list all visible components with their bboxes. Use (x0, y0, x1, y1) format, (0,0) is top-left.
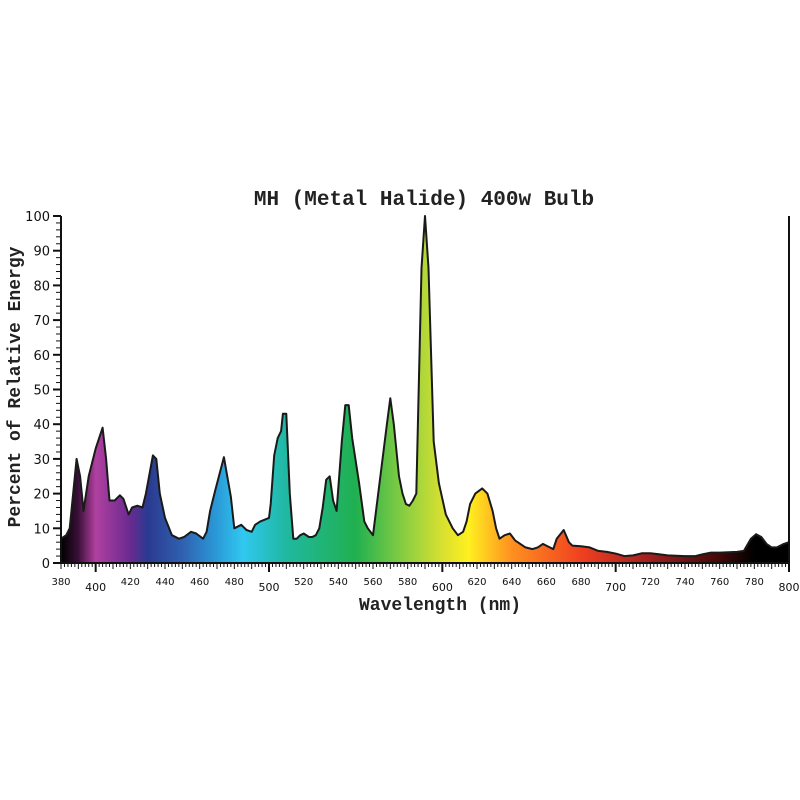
y-tick-label: 0 (42, 557, 50, 572)
y-tick-label: 10 (33, 522, 50, 537)
x-tick-label: 800 (779, 581, 800, 594)
x-tick-label: 460 (190, 577, 209, 588)
y-axis-label: Percent of Relative Energy (6, 246, 26, 527)
x-tick-label: 700 (605, 581, 626, 594)
x-tick-label: 580 (398, 577, 417, 588)
y-tick-label: 40 (33, 418, 50, 433)
chart-title: MH (Metal Halide) 400w Bulb (254, 189, 594, 212)
x-axis-label: Wavelength (nm) (359, 596, 521, 616)
x-tick-label: 780 (745, 577, 764, 588)
x-tick-label: 740 (675, 577, 694, 588)
x-tick-label: 720 (641, 577, 660, 588)
axes: 0 10 20 30 40 50 60 70 80 90 100 380 400 420 440 460 480… (25, 210, 799, 594)
y-tick-label: 20 (33, 488, 50, 503)
x-tick-label: 540 (329, 577, 348, 588)
x-tick-label: 400 (85, 581, 106, 594)
x-tick-label: 420 (121, 577, 140, 588)
y-tick-label: 30 (33, 453, 50, 468)
y-tick-label: 70 (33, 314, 50, 329)
y-tick-label: 90 (33, 245, 50, 260)
y-tick-label: 60 (33, 349, 50, 364)
x-tick-label: 480 (225, 577, 244, 588)
x-tick-label: 680 (571, 577, 590, 588)
x-tick-label: 520 (294, 577, 313, 588)
spectrum-area (60, 215, 790, 564)
y-tick-label: 100 (25, 210, 50, 225)
x-tick-label: 440 (155, 577, 174, 588)
y-tick-label: 80 (33, 279, 50, 294)
x-tick-label: 500 (259, 581, 280, 594)
y-tick-label: 50 (33, 384, 50, 399)
x-tick-label: 640 (502, 577, 521, 588)
x-tick-label: 660 (537, 577, 556, 588)
x-tick-label: 380 (51, 577, 70, 588)
x-tick-label: 760 (710, 577, 729, 588)
x-tick-label: 600 (432, 581, 453, 594)
x-tick-label: 620 (467, 577, 486, 588)
x-tick-label: 560 (363, 577, 382, 588)
